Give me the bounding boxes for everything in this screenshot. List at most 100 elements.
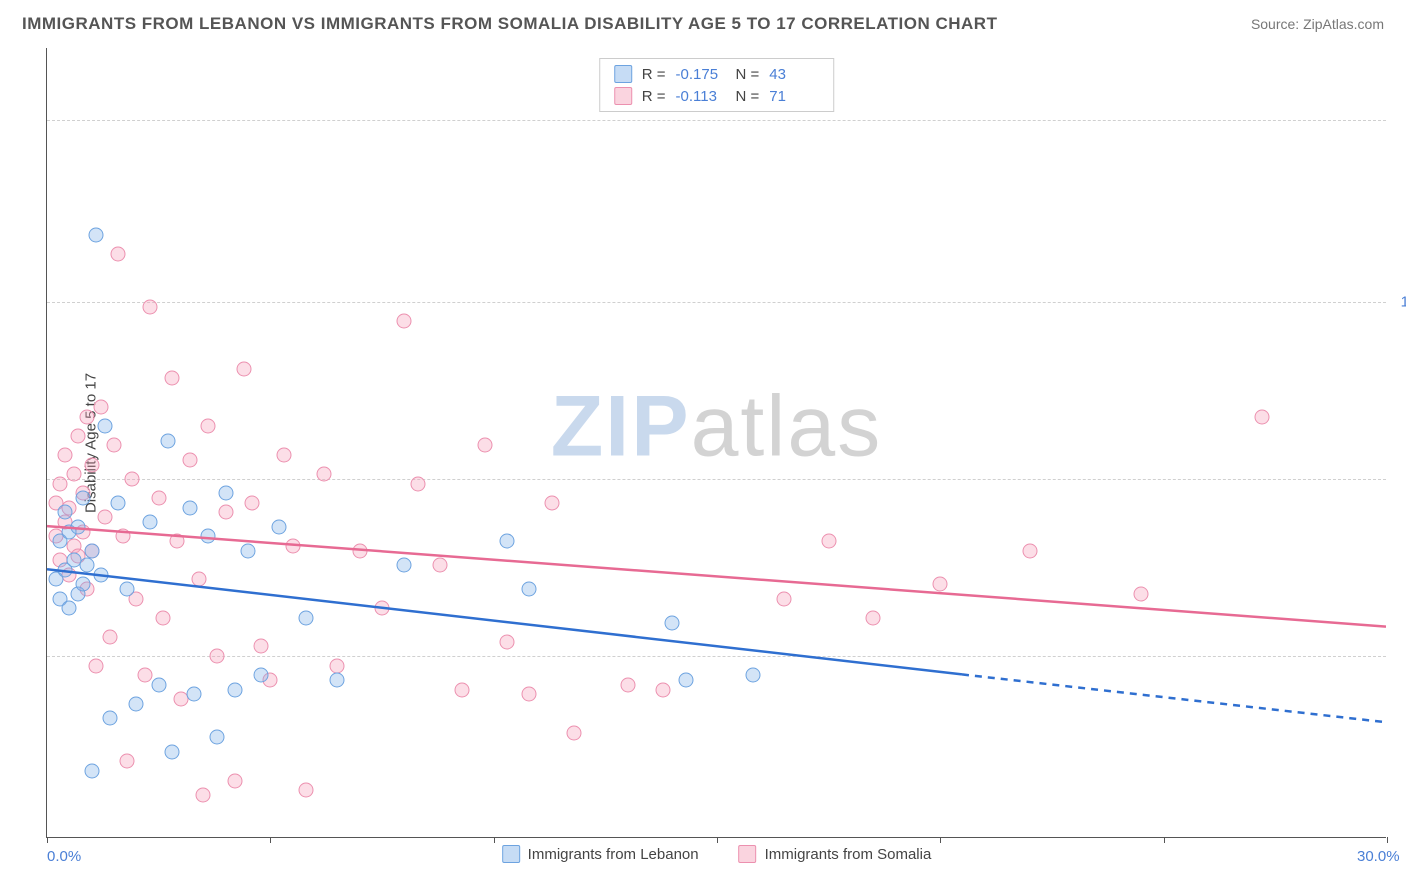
scatter-point-lebanon [98, 419, 113, 434]
scatter-point-somalia [115, 529, 130, 544]
scatter-point-somalia [138, 668, 153, 683]
scatter-point-lebanon [75, 491, 90, 506]
scatter-point-somalia [567, 725, 582, 740]
scatter-point-somalia [352, 543, 367, 558]
scatter-point-somalia [1022, 543, 1037, 558]
x-tick [47, 837, 48, 843]
scatter-point-somalia [71, 428, 86, 443]
scatter-point-somalia [191, 572, 206, 587]
scatter-point-lebanon [330, 673, 345, 688]
scatter-point-lebanon [129, 696, 144, 711]
scatter-point-somalia [200, 419, 215, 434]
stats-row-somalia: R = -0.113 N = 71 [600, 85, 834, 107]
scatter-point-somalia [66, 467, 81, 482]
grid-line [47, 656, 1386, 657]
scatter-point-somalia [227, 773, 242, 788]
scatter-point-lebanon [200, 529, 215, 544]
scatter-point-lebanon [71, 519, 86, 534]
scatter-point-lebanon [397, 558, 412, 573]
stats-row-lebanon: R = -0.175 N = 43 [600, 63, 834, 85]
scatter-point-lebanon [57, 505, 72, 520]
scatter-point-lebanon [75, 577, 90, 592]
scatter-point-lebanon [84, 543, 99, 558]
series-legend: Immigrants from Lebanon Immigrants from … [502, 845, 932, 863]
scatter-point-lebanon [102, 711, 117, 726]
scatter-point-somalia [522, 687, 537, 702]
scatter-point-somalia [156, 610, 171, 625]
scatter-point-somalia [80, 409, 95, 424]
scatter-point-somalia [330, 658, 345, 673]
scatter-point-somalia [53, 476, 68, 491]
scatter-point-somalia [285, 538, 300, 553]
scatter-point-somalia [477, 438, 492, 453]
watermark-text: ZIPatlas [551, 377, 882, 476]
scatter-point-somalia [544, 495, 559, 510]
scatter-point-somalia [98, 510, 113, 525]
grid-line [47, 120, 1386, 121]
scatter-point-somalia [89, 658, 104, 673]
scatter-point-somalia [236, 361, 251, 376]
scatter-point-lebanon [678, 673, 693, 688]
swatch-somalia-icon [739, 845, 757, 863]
scatter-point-lebanon [84, 763, 99, 778]
regression-line [47, 526, 1386, 626]
scatter-point-somalia [276, 447, 291, 462]
scatter-point-lebanon [182, 500, 197, 515]
x-tick [270, 837, 271, 843]
scatter-point-lebanon [160, 433, 175, 448]
scatter-point-somalia [165, 371, 180, 386]
chart-plot-area: Disability Age 5 to 17 ZIPatlas R = -0.1… [46, 48, 1386, 838]
x-tick-label: 30.0% [1357, 848, 1400, 865]
scatter-point-somalia [245, 495, 260, 510]
scatter-point-somalia [120, 754, 135, 769]
scatter-point-lebanon [187, 687, 202, 702]
scatter-point-somalia [254, 639, 269, 654]
scatter-point-somalia [84, 457, 99, 472]
y-tick-label: 11.2% [1401, 293, 1406, 310]
swatch-lebanon [614, 65, 632, 83]
scatter-point-somalia [124, 471, 139, 486]
scatter-point-somalia [656, 682, 671, 697]
scatter-point-lebanon [218, 486, 233, 501]
scatter-point-lebanon [500, 534, 515, 549]
scatter-point-lebanon [89, 227, 104, 242]
scatter-point-lebanon [80, 558, 95, 573]
scatter-point-lebanon [227, 682, 242, 697]
scatter-point-lebanon [272, 519, 287, 534]
scatter-point-lebanon [522, 582, 537, 597]
scatter-point-somalia [1254, 409, 1269, 424]
scatter-point-lebanon [745, 668, 760, 683]
scatter-point-somalia [111, 246, 126, 261]
x-tick [1164, 837, 1165, 843]
scatter-point-lebanon [111, 495, 126, 510]
source-attribution: Source: ZipAtlas.com [1251, 16, 1384, 32]
regression-line [962, 674, 1386, 722]
scatter-point-somalia [182, 452, 197, 467]
scatter-point-somalia [933, 577, 948, 592]
scatter-point-lebanon [299, 610, 314, 625]
scatter-point-somalia [142, 299, 157, 314]
scatter-point-lebanon [151, 677, 166, 692]
scatter-point-somalia [777, 591, 792, 606]
scatter-point-somalia [316, 467, 331, 482]
legend-item-lebanon: Immigrants from Lebanon [502, 845, 699, 863]
swatch-lebanon-icon [502, 845, 520, 863]
scatter-point-somalia [169, 534, 184, 549]
chart-title: IMMIGRANTS FROM LEBANON VS IMMIGRANTS FR… [22, 14, 997, 34]
scatter-point-somalia [196, 787, 211, 802]
scatter-point-somalia [107, 438, 122, 453]
scatter-point-lebanon [120, 582, 135, 597]
scatter-point-somalia [57, 447, 72, 462]
scatter-point-lebanon [254, 668, 269, 683]
scatter-point-somalia [102, 629, 117, 644]
scatter-point-somalia [209, 649, 224, 664]
scatter-point-somalia [218, 505, 233, 520]
scatter-point-somalia [410, 476, 425, 491]
x-tick [1387, 837, 1388, 843]
scatter-point-lebanon [62, 601, 77, 616]
scatter-point-lebanon [165, 744, 180, 759]
scatter-point-somalia [866, 610, 881, 625]
scatter-point-lebanon [142, 515, 157, 530]
x-tick [940, 837, 941, 843]
scatter-point-somalia [455, 682, 470, 697]
